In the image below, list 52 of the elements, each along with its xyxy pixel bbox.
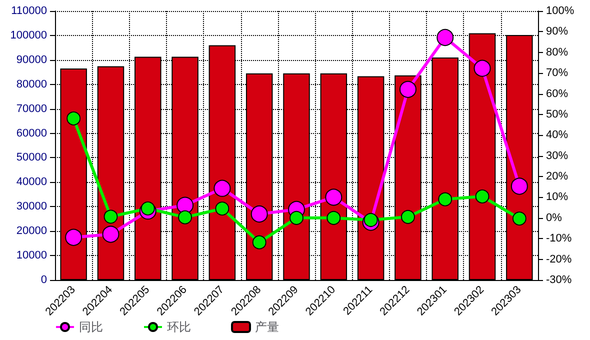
point [290,210,304,225]
point [399,80,416,98]
y-tick-label: 110000 [11,5,47,17]
y-tick-label: 40000 [16,176,47,188]
y-tick-label: 50000 [16,152,47,164]
legend-label: 同比 [79,320,103,334]
y2-tick-label: -30% [546,274,572,286]
y-tick-label: 0 [40,274,47,286]
point [65,228,82,246]
point [178,210,192,224]
point [512,212,526,226]
point [436,28,454,46]
y2-tick-label: 90% [546,26,568,38]
point [326,210,341,225]
y-tick-label: 60000 [16,127,47,140]
y2-tick-label: 40% [546,129,568,142]
y2-tick-label: 100% [546,5,574,17]
y-tick-label: 80000 [16,78,47,90]
point [250,205,268,222]
y-tick-label: 90000 [16,54,47,66]
legend-label: 环比 [167,320,191,334]
y-tick-label: 100000 [10,29,47,42]
y2-tick-label: 70% [546,67,568,80]
y-tick-label: 30000 [16,200,47,213]
y2-tick-label: -20% [546,253,572,266]
y2-tick-label: 80% [546,46,568,58]
y-tick-label: 70000 [16,102,47,115]
point [176,196,194,214]
y-tick-label: 20000 [16,225,47,238]
y2-tick-label: 30% [546,150,568,162]
y2-tick-label: 20% [546,170,568,183]
point [474,60,491,77]
point [214,180,231,197]
y2-tick-label: -10% [546,232,572,245]
y2-tick-label: 50% [546,108,568,120]
point [438,192,452,206]
point [510,178,528,195]
point [325,188,342,206]
legend-label: 产量 [255,320,279,334]
point [400,210,415,224]
y-tick-label: 10000 [16,250,47,262]
point [364,212,378,227]
y2-tick-label: 10% [546,191,568,204]
point [66,111,81,126]
point [475,189,490,204]
point [252,235,266,250]
point [104,210,118,224]
point [102,226,120,243]
y2-tick-label: 0% [546,212,562,224]
point [215,202,230,216]
y2-tick-label: 60% [546,88,568,100]
point [140,201,155,216]
